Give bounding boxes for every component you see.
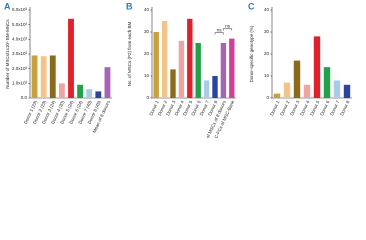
y-axis-label: Number of MSCs/1x10⁶ BM-MNCs (5, 19, 10, 89)
y-tick-label: 0 (146, 95, 149, 100)
x-tick-label: Donor 4 (174, 99, 186, 116)
bar (178, 40, 185, 98)
x-tick-label: Donor 1 (269, 99, 281, 116)
bar (273, 93, 281, 98)
y-tick-label: 40 (144, 7, 150, 12)
x-tick-label: Donor 7 (199, 99, 211, 116)
x-tick-label: Donor 1 (148, 99, 160, 116)
y-axis-label: Donor-specific genotype (%) (249, 25, 254, 82)
bar (170, 69, 176, 98)
significance-label: ns (225, 23, 231, 28)
bar (229, 38, 235, 98)
y-tick-label: 30 (144, 29, 150, 34)
panel-label: C (248, 1, 255, 11)
bar (68, 18, 74, 98)
y-tick-label: 0 (266, 95, 269, 100)
y-tick-label: 30 (264, 29, 270, 34)
x-tick-label: Donor 8 (207, 99, 219, 116)
y-tick-label: 10 (144, 73, 150, 78)
bar (49, 55, 56, 98)
bar (40, 56, 47, 98)
bar (187, 18, 193, 98)
x-tick-label: Donor 6 (190, 99, 202, 116)
y-tick-label: 1.0x10³ (12, 81, 28, 86)
bar (95, 91, 102, 98)
y-tick-label: 20 (264, 51, 270, 56)
significance-bracket (214, 32, 224, 35)
bar (212, 76, 218, 98)
significance-bracket (223, 28, 233, 31)
y-tick-label: 40 (264, 7, 270, 12)
y-tick-label: 5.0x10³ (12, 22, 28, 27)
y-tick-label: 6.0x10³ (12, 7, 28, 12)
y-tick-label: 2.0x10³ (12, 66, 28, 71)
x-tick-label: Donor 2 (157, 99, 169, 116)
y-tick-label: 4.0x10³ (12, 37, 28, 42)
x-tick-label: Donor 8 (339, 99, 351, 116)
x-tick-label: Donor 2 (279, 99, 291, 116)
x-tick-label: Donor 4 (299, 99, 311, 116)
x-tick-label: Donor 5 (309, 99, 321, 116)
bar (58, 83, 65, 98)
y-tick-label: 0.0 (21, 95, 28, 100)
x-tick-label: Donor 6 (319, 99, 331, 116)
x-tick-label: Donor 7 (329, 99, 341, 116)
y-tick-label: 20 (144, 51, 150, 56)
bar (293, 60, 301, 98)
bar (333, 80, 341, 98)
bar (313, 36, 321, 98)
y-axis-label: No. of MSCs (P2) from each BM (127, 21, 132, 86)
bar (153, 32, 159, 98)
bar (303, 84, 311, 98)
bar (104, 67, 111, 98)
significance-label: ns (217, 27, 223, 32)
bar (220, 43, 227, 98)
bar (195, 43, 201, 98)
bar (161, 21, 168, 98)
x-tick-label: Donor 5 (182, 99, 194, 116)
y-tick-label: 10 (264, 73, 270, 78)
bar (203, 80, 210, 98)
x-tick-label: Donor 3 (165, 99, 177, 116)
bar (323, 67, 331, 98)
panel-label: B (126, 1, 133, 11)
bar (31, 55, 38, 98)
panel-label: A (4, 1, 11, 11)
figure: A Number of MSCs/1x10⁶ BM-MNCs 0.0 1.0x10³ 2… (4, 1, 352, 138)
bar (283, 82, 291, 98)
bar (86, 89, 93, 98)
bar (77, 84, 84, 98)
bar (343, 84, 351, 98)
x-tick-label: Donor 3 (289, 99, 301, 116)
y-tick-label: 3.0x10³ (12, 51, 28, 56)
